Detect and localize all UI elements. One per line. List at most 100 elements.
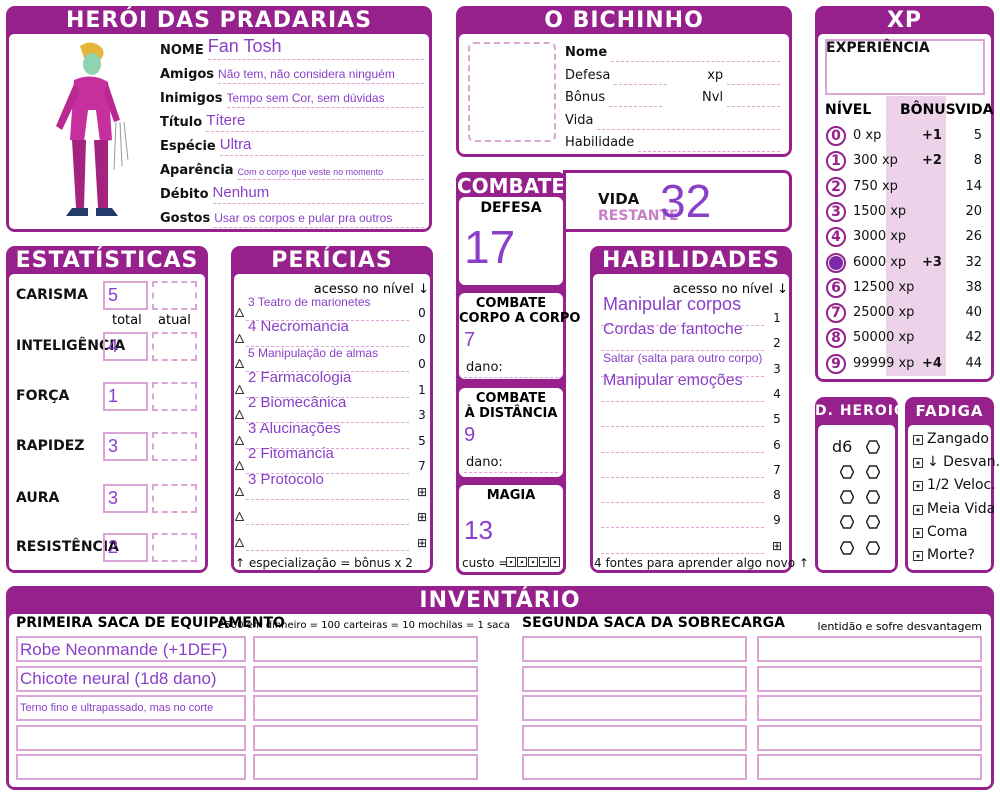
xp-bonus: +3 [922, 254, 942, 270]
die-label: d6 [832, 437, 853, 456]
experience-box [825, 39, 985, 95]
field-label: NOME [160, 43, 204, 58]
entry-line [246, 549, 409, 551]
xp-header: NÍVEL [825, 102, 872, 118]
xp-threshold: 25000 xp [853, 305, 915, 321]
inventory-panel: INVENTÁRIO [6, 586, 994, 790]
heroic-hexagon-shape [866, 541, 880, 555]
entry-level: 3 [418, 408, 426, 422]
field-label: Bônus [565, 90, 606, 105]
damage-line [464, 472, 558, 473]
xp-life: 8 [973, 153, 982, 169]
heroic-hexagon-shape [866, 465, 880, 479]
hero-field: Espécie Ultra [160, 132, 424, 156]
fatigue-checkbox-shape [916, 531, 920, 535]
die-icon-shape [550, 557, 560, 567]
xp-life: 5 [973, 128, 982, 143]
inventory-slot [253, 636, 478, 662]
inventory-slot [16, 636, 246, 662]
stat-current-box [152, 382, 197, 411]
shoes [66, 208, 118, 216]
panel-body [9, 614, 991, 787]
entry-level: 2 [773, 336, 781, 351]
panel-body [593, 274, 789, 570]
specialization-icon-shape [235, 461, 244, 470]
die-icon-shape [528, 557, 538, 567]
level-circle: 9 [826, 353, 846, 374]
hero-field: Aparência Com o corpo que veste no moment… [160, 156, 424, 180]
entry-line [246, 396, 409, 398]
hero-field: Gostos Usar os corpos e pular pra outros [160, 204, 424, 228]
experience-label: EXPERIÊNCIA [826, 40, 930, 56]
fatigue-checkbox-shape [916, 438, 920, 442]
field-line [609, 106, 663, 107]
bag-note: 2500 em dinheiro = 100 carteiras = 10 mo… [218, 620, 510, 631]
heroic-hexagon-shape [840, 490, 854, 504]
specialization-icon-shape [235, 486, 244, 496]
melee-label: COMBATE [475, 296, 547, 311]
fatigue-checkbox-shape [913, 551, 923, 561]
melee-label: CORPO A CORPO [459, 311, 581, 326]
level-circle-fill [829, 255, 843, 270]
die-icon-shape [542, 560, 546, 564]
specialization-icon [235, 512, 244, 521]
heroic-hexagon-shape [866, 440, 880, 454]
stat-total-box: 5 [103, 281, 148, 310]
combat-title: COMBATE [456, 174, 566, 198]
specialization-icon-shape [235, 537, 244, 547]
fatigue-checkbox-shape [916, 461, 920, 465]
stat-current-box [152, 281, 197, 310]
panel-title: PERÍCIAS [271, 248, 393, 273]
entry-line [601, 552, 764, 554]
fatigue-checkbox-shape [913, 458, 923, 469]
field-line [614, 83, 668, 85]
level-header: acesso no nível ↓ [313, 282, 429, 297]
stat-name: FORÇA [16, 388, 70, 404]
xp-header: VIDA [955, 102, 994, 118]
heroic-hexagon [866, 440, 880, 454]
arms [56, 84, 120, 130]
inventory-slot [757, 754, 982, 780]
specialization-icon-shape [235, 359, 244, 368]
damage-line [464, 377, 558, 378]
panel-title: HERÓI DAS PRADARIAS [65, 8, 373, 33]
life-sublabel: RESTANTE [598, 208, 679, 224]
field-value: Tempo sem Cor, sem dúvidas [226, 91, 424, 108]
specialization-icon [235, 384, 244, 394]
fatigue-item: 1/2 Veloc. [927, 477, 996, 494]
level-circle: 0 [826, 126, 846, 146]
inventory-slot [253, 665, 478, 692]
fatigue-item: Coma [927, 523, 968, 540]
die-icon-shape [539, 557, 549, 567]
entry-level: ⊞ [416, 484, 428, 499]
entry-level: 5 [773, 412, 781, 427]
field-value: Títere [206, 112, 424, 132]
xp-life: 38 [965, 279, 982, 295]
hero-field: Título Títere [160, 108, 424, 132]
legs [72, 140, 108, 208]
xp-life: 44 [965, 355, 982, 371]
pet-panel: O BICHINHO [456, 6, 792, 157]
field-value: Nenhum [212, 184, 424, 204]
inventory-slot [522, 636, 747, 662]
xp-threshold: 12500 xp [853, 279, 915, 295]
bag-note: lentidão e sofre desvantagem [817, 620, 982, 633]
level-circle: 2 [826, 176, 846, 197]
field-label: Inimigos [160, 91, 223, 106]
entry-level: 1 [418, 382, 426, 397]
xp-threshold: 1500 xp [853, 203, 907, 219]
field-label: Nvl [702, 90, 724, 105]
stat-name: RAPIDEZ [16, 438, 85, 454]
list-entry: 2 Farmacologia [248, 368, 352, 386]
heroic-hexagon-shape [840, 515, 854, 529]
field-label: Amigos [160, 67, 215, 82]
panel-title: HABILIDADES [601, 248, 781, 273]
die-icon [517, 557, 527, 567]
field-label: Vida [565, 112, 594, 128]
xp-life: 40 [965, 305, 982, 321]
inventory-slot [253, 754, 478, 780]
die-icon-shape [506, 557, 516, 567]
inventory-slot [522, 665, 747, 692]
xp-life: 20 [965, 203, 982, 219]
entry-line [601, 426, 764, 428]
